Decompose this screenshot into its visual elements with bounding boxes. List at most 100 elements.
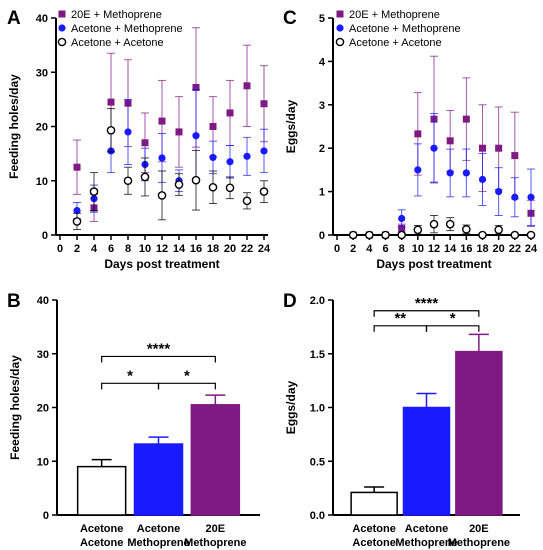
x-tick-label: 8 [125,243,131,255]
data-point-square [209,123,217,130]
y-tick-label: 10 [36,176,48,188]
x-tick-label: 6 [108,243,114,255]
data-point-open-circle [208,182,218,192]
data-point-open-circle [397,230,406,240]
panel-letter-c: C [283,8,297,29]
x-tick-label: 6 [382,243,388,255]
x-tick-label: 16 [190,243,202,255]
x-tick-label: 18 [207,243,219,255]
data-point-open-circle [381,230,390,240]
data-point-square [462,115,470,123]
data-point-circle [398,214,406,223]
data-point-open-circle [89,187,99,196]
x-tick-label: 18 [476,243,488,255]
x-tick-label: 20 [493,243,505,255]
data-point-circle [430,144,438,152]
significance-label: ** [394,310,406,327]
data-point-open-circle [413,225,423,235]
category-label: Acetone [352,537,395,549]
significance-bracket [101,355,216,363]
data-point-open-circle [123,176,133,186]
y-tick-label: 40 [36,13,48,25]
panel-letter-d: D [283,291,297,312]
panel-letter-b: B [7,291,21,312]
y-tick-label: 1.5 [310,349,325,361]
data-point-circle [527,193,535,201]
legend-entry: Acetone + Methoprene [349,23,461,35]
data-point-open-circle [348,230,358,240]
y-tick-label: 3 [319,100,325,112]
legend-entry: Acetone + Acetone [349,37,442,49]
y-tick-label: 30 [37,349,49,361]
data-point-circle [124,128,132,136]
data-point-square [495,144,503,152]
y-axis-label: Feeding holes/day [8,355,22,460]
bar [133,443,184,516]
data-point-square [479,144,486,152]
x-tick-label: 2 [350,243,356,255]
data-point-square [58,10,66,18]
significance-label: **** [147,340,171,357]
y-tick-label: 1.0 [310,403,325,415]
legend-entry: 20E + Methoprene [349,9,440,21]
data-point-square [260,100,268,108]
data-point-square [336,10,344,18]
data-point-circle [336,24,344,32]
bar [402,406,451,516]
data-point-circle [462,169,470,177]
x-tick-label: 4 [366,243,373,255]
data-point-open-circle [429,219,439,229]
category-label: Acetone [80,537,123,549]
data-point-open-circle [445,219,455,229]
category-label: Methoprene [395,537,457,549]
x-tick-label: 4 [91,243,98,255]
y-tick-label: 20 [37,403,49,415]
x-tick-label: 14 [173,243,186,255]
data-point-square [226,109,234,117]
category-label: Acetone [405,523,448,535]
data-point-square [192,83,200,91]
data-point-open-circle [478,230,487,240]
bar [76,465,127,516]
data-point-open-circle [191,175,201,185]
x-axis-label: Days post treatment [104,257,219,271]
significance-bracket [157,382,216,390]
significance-bracket [425,325,480,332]
data-point-square [141,139,149,147]
category-label: 20E [206,523,226,535]
category-label: 20E [469,523,489,535]
data-point-circle [478,175,487,184]
y-tick-label: 5 [319,13,325,25]
data-point-open-circle [225,183,235,193]
data-point-square [107,98,115,106]
category-label: Acetone [352,523,395,535]
significance-label: * [450,310,456,327]
y-tick-label: 0 [319,230,325,242]
y-tick-label: 2.0 [310,295,325,307]
data-point-square [511,152,519,160]
category-label: Methoprene [127,537,189,549]
y-tick-label: 0.0 [310,510,325,522]
data-point-circle [58,24,66,32]
y-tick-label: 1 [319,187,325,199]
panel-b-bar-chart: 0 10 20 30 40 Feeding holes/day Acetone Acetone… [8,295,260,549]
significance-label: **** [415,295,439,312]
data-point-circle [192,132,200,140]
data-point-open-circle [174,180,184,189]
significance-bracket [373,310,480,317]
data-point-square [158,117,166,125]
significance-label: * [184,367,190,384]
x-tick-label: 16 [460,243,472,255]
data-point-square [243,82,251,90]
bar [190,404,241,516]
y-tick-label: 0.5 [310,456,325,468]
x-tick-label: 24 [258,243,271,255]
data-point-open-circle [242,196,252,206]
x-tick-label: 22 [241,243,253,255]
y-tick-label: 0 [43,510,49,522]
data-point-open-circle [57,37,67,47]
data-point-open-circle [157,191,167,200]
x-tick-label: 2 [74,243,80,255]
data-point-open-circle [106,125,116,135]
data-point-open-circle [140,172,150,182]
